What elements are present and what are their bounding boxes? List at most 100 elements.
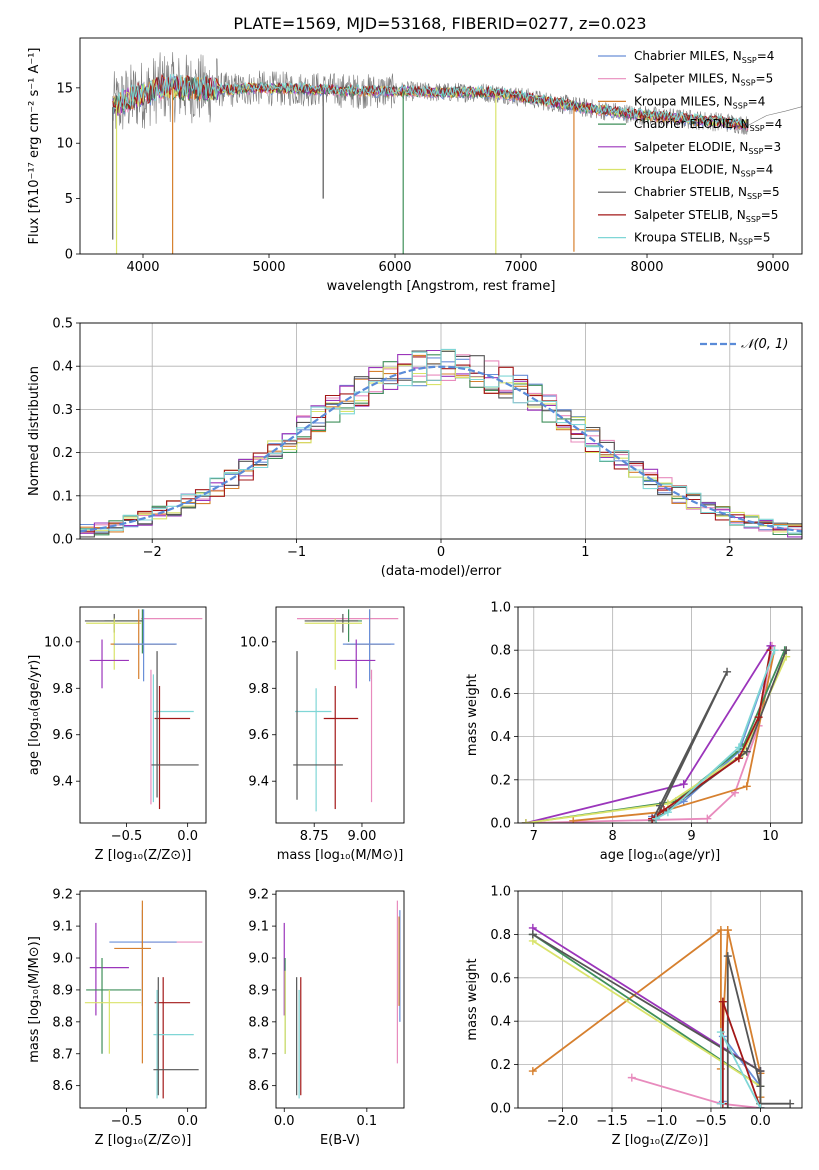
y-tick-label: 5: [65, 192, 73, 207]
panel-residuals: −2 −1 0 1 2 0.0 0.1 0.2 0.3 0.4 0.5 (data-model)/er…: [27, 317, 803, 579]
legend-sub: SSP: [741, 170, 756, 179]
y-tick-label: 9.8: [248, 682, 269, 697]
y-tick-label: 8.8: [248, 1015, 269, 1030]
weight-marker-kroupa_stelib: [770, 646, 779, 655]
grid: [518, 606, 802, 824]
y-tick-label: 0.1: [52, 489, 73, 504]
legend-label: Salpeter STELIB, NSSP=5: [634, 208, 778, 224]
x-tick-label: 8000: [630, 260, 663, 275]
legend-label-gaussian: 𝒩(0, 1): [741, 337, 788, 352]
y-tick-label: 9.4: [52, 775, 73, 790]
weight-marker-chabrier_stelib: [723, 667, 732, 676]
y-tick-label: 10.0: [240, 635, 269, 650]
weight-marker-kroupa_stelib: [716, 1099, 725, 1108]
legend-text: Chabrier STELIB, N: [634, 185, 747, 199]
legend-sub: SSP: [750, 124, 765, 133]
weight-marker-kroupa_stelib: [734, 743, 743, 752]
x-tick-label: −2.0: [547, 1114, 579, 1129]
y-tick-label: 9.6: [52, 728, 73, 743]
x-tick-label: −2: [143, 545, 162, 560]
x-tick-label: 4000: [126, 260, 159, 275]
legend-sub: SSP: [741, 79, 756, 88]
weight-line-salpeter_miles: [631, 1076, 761, 1108]
legend-suffix: =4: [748, 94, 766, 108]
legend-label: Kroupa MILES, NSSP=4: [634, 94, 765, 110]
y-tick-label: 9.4: [248, 775, 269, 790]
weight-line-kroupa_stelib: [655, 649, 776, 820]
weight-marker-kroupa_miles: [716, 926, 725, 935]
legend-text: Kroupa ELODIE, N: [634, 163, 741, 177]
x-tick-label: 6000: [378, 260, 411, 275]
x-tick-label: 1: [581, 545, 589, 560]
legend-text: Salpeter ELODIE, N: [634, 140, 748, 154]
x-tick-label: 7000: [504, 260, 537, 275]
legend-label: Salpeter ELODIE, NSSP=3: [634, 140, 781, 156]
legend-suffix: =4: [757, 49, 775, 63]
y-tick-label: 0.0: [490, 817, 511, 832]
weight-marker-chabrier_stelib: [756, 1067, 765, 1076]
weight-marker-kroupa_miles: [723, 926, 732, 935]
axes-frame: [79, 37, 803, 255]
y-tick-label: 8.6: [52, 1079, 73, 1094]
x-tick-label: −1: [287, 545, 306, 560]
y-tick-label: 0.0: [52, 533, 73, 548]
plot-area: [84, 900, 203, 1099]
y-tick-label: 0: [65, 248, 73, 263]
x-tick-label: −0.5: [695, 1114, 727, 1129]
y-tick-label: 9.0: [248, 952, 269, 967]
x-tick-label: 0.1: [356, 1114, 377, 1129]
weight-marker-salpeter_stelib: [754, 713, 763, 722]
weight-marker-kroupa_miles: [528, 1067, 537, 1076]
y-axis-label: mass weight: [465, 674, 480, 756]
y-tick-label: 10.0: [44, 635, 73, 650]
x-axis-label: Z [log₁₀(Z/Z⊙)]: [95, 1133, 192, 1148]
x-tick-label: 8.75: [300, 829, 329, 844]
weight-line-chabrier_stelib: [726, 955, 762, 1108]
weight-marker-kroupa_stelib: [756, 1104, 765, 1108]
weight-marker-chabrier_stelib: [782, 646, 791, 655]
y-axis-label: age [log₁₀(age/yr)]: [27, 655, 42, 776]
y-tick-label: 0.2: [490, 773, 511, 788]
y-tick-label: 0.6: [490, 687, 511, 702]
weight-marker-kroupa_stelib: [652, 814, 661, 823]
y-tick-label: 8.9: [248, 983, 269, 998]
plot-area: [84, 609, 203, 810]
x-axis-label: (data-model)/error: [381, 564, 502, 579]
axes-frame: [517, 606, 803, 824]
legend-text: Kroupa MILES, N: [634, 94, 733, 108]
legend-label: Salpeter MILES, NSSP=5: [634, 72, 773, 88]
legend-label: Kroupa ELODIE, NSSP=4: [634, 163, 773, 179]
plot-area: [283, 900, 401, 1099]
plot-area: [528, 923, 795, 1108]
x-tick-label: 8: [609, 829, 617, 844]
legend-suffix: =3: [763, 140, 781, 154]
model-spectrum-salpeter_stelib: [112, 74, 748, 129]
legend-suffix: =5: [762, 185, 780, 199]
axes-frame: [275, 890, 405, 1109]
y-tick-label: 9.8: [52, 682, 73, 697]
y-tick-label: 0.8: [490, 928, 511, 943]
x-tick-label: 0: [437, 545, 445, 560]
axes-frame: [79, 606, 207, 824]
weight-marker-salpeter_miles: [627, 1073, 636, 1082]
y-tick-label: 0.4: [490, 730, 511, 745]
weight-marker-chabrier_stelib: [656, 801, 664, 810]
weight-line-salpeter_elodie: [525, 645, 772, 823]
y-tick-label: 0.4: [490, 1015, 511, 1030]
x-tick-label: 0.0: [177, 829, 198, 844]
y-tick-label: 8.9: [52, 983, 73, 998]
x-axis-label: Z [log₁₀(Z/Z⊙)]: [95, 848, 192, 863]
x-tick-label: 9000: [756, 260, 789, 275]
plot-area: [80, 348, 802, 538]
y-tick-label: 0.2: [490, 1058, 511, 1073]
legend-label: Kroupa STELIB, NSSP=5: [634, 231, 771, 247]
axes-frame: [79, 322, 803, 540]
panel-age_vs_Z: −0.5 0.0 9.4 9.6 9.8 10.0 Z [log₁₀(Z/Z⊙)] age […: [27, 606, 207, 863]
x-tick-label: 9: [687, 829, 695, 844]
weight-marker-kroupa_miles: [569, 816, 578, 823]
weight-marker-kroupa_stelib: [663, 808, 672, 817]
y-tick-label: 9.1: [52, 920, 73, 935]
legend-label: Chabrier STELIB, NSSP=5: [634, 185, 780, 201]
grid: [518, 890, 802, 1109]
